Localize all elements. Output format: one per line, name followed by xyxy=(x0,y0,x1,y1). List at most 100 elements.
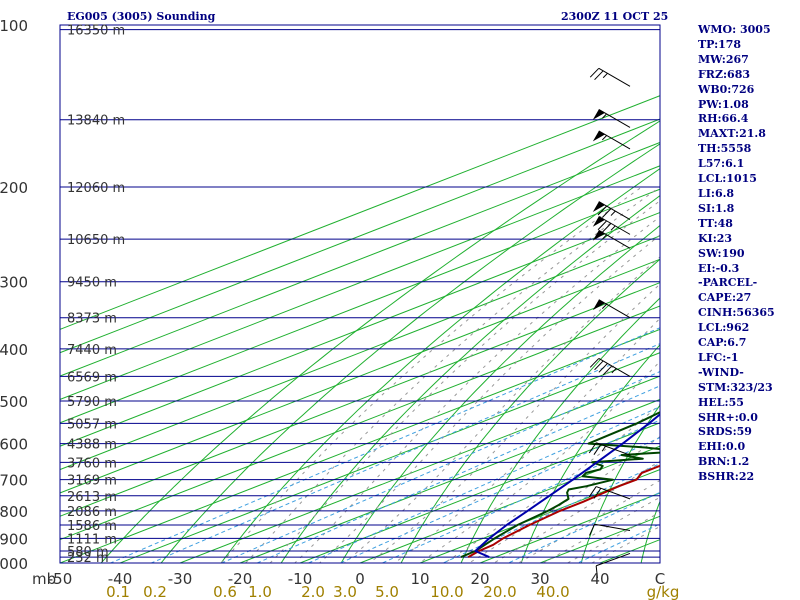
index-line: -PARCEL- xyxy=(698,276,758,290)
pressure-tick-label: 800 xyxy=(0,503,28,521)
mixing-ratio-label: 40.0 xyxy=(536,583,569,600)
wind-barb-half-flag xyxy=(601,113,607,119)
index-line: LCL:962 xyxy=(698,321,750,335)
height-label: 1111 m xyxy=(67,532,117,547)
wind-barb-pennant xyxy=(592,130,605,142)
height-label: 10650 m xyxy=(67,233,125,248)
wind-barb-flag xyxy=(602,365,613,376)
mixing-ratio-label: 3.0 xyxy=(333,583,357,600)
height-label: 2613 m xyxy=(67,490,117,505)
dry-adiabat-line xyxy=(640,500,660,563)
isotherm-line xyxy=(60,118,660,354)
isotherm-line xyxy=(60,282,660,517)
height-label: 2086 m xyxy=(67,505,117,520)
wind-barb-pennant xyxy=(592,299,605,311)
wind-barb-staff xyxy=(596,552,631,567)
wind-barb-staff xyxy=(598,357,631,377)
mixing-ratio-line xyxy=(220,371,660,563)
index-line: EHI:0.0 xyxy=(698,440,746,454)
wind-barb-staff xyxy=(594,523,631,531)
dewpoint-line xyxy=(460,411,660,559)
isotherm-line xyxy=(60,258,660,494)
wind-barb-staff xyxy=(596,442,631,456)
temperature-tick-label: 30 xyxy=(530,570,549,588)
wind-barb-flag xyxy=(597,220,607,231)
temperature-tick-label: 20 xyxy=(470,570,489,588)
wind-barb-half-flag xyxy=(601,445,606,452)
axis-labels: 100200300400500600700800900100016350 m13… xyxy=(0,17,679,600)
dry-adiabat-line xyxy=(580,404,660,563)
index-line: KI:23 xyxy=(698,231,733,245)
wind-barb-pennant xyxy=(592,109,605,120)
dry-adiabat-line xyxy=(520,343,660,563)
index-line: CINH:56365 xyxy=(698,306,775,320)
temperature-tick-label: C xyxy=(655,570,665,588)
mixing-ratio-label: 1.0 xyxy=(248,583,272,600)
mixing-ratio-label: 0.2 xyxy=(143,583,167,600)
wind-barb xyxy=(588,442,631,456)
pressure-tick-label: 100 xyxy=(0,17,28,35)
dry-adiabat-line xyxy=(220,168,660,563)
sounding-traces xyxy=(460,411,660,559)
mixing-ratio-label: 20.0 xyxy=(483,583,516,600)
index-line: HEL:55 xyxy=(698,395,744,409)
height-label: 13840 m xyxy=(67,114,125,129)
mixing-ratio-label: g/kg xyxy=(647,583,680,600)
height-label: 3760 m xyxy=(67,456,117,471)
chart-grid xyxy=(60,95,660,563)
wind-barb-flag xyxy=(598,363,608,373)
temperature-tick-label: -10 xyxy=(288,570,313,588)
wind-barb xyxy=(589,357,631,377)
index-line: WB0:726 xyxy=(698,82,755,96)
wind-barb xyxy=(592,215,631,235)
mixing-ratio-label: 5.0 xyxy=(375,583,399,600)
wind-barb xyxy=(592,299,631,319)
height-label: 8373 m xyxy=(67,312,117,327)
wind-barb-pennant xyxy=(592,201,605,213)
wind-barbs xyxy=(588,67,631,579)
wind-barb xyxy=(592,201,631,221)
temperature-tick-label: -50 xyxy=(48,570,73,588)
index-line: LI:6.8 xyxy=(698,186,735,200)
wind-barb-flag xyxy=(593,487,602,499)
height-label: 5057 m xyxy=(67,417,117,432)
isotherm-line xyxy=(60,188,660,424)
height-label: 1586 m xyxy=(67,519,117,534)
moist-adiabat-line xyxy=(492,460,660,563)
index-line: LFC:-1 xyxy=(698,350,739,364)
isotherm-line xyxy=(60,328,660,563)
index-line: SI:1.8 xyxy=(698,201,735,215)
index-line: CAP:6.7 xyxy=(698,336,747,350)
height-label: 12060 m xyxy=(67,181,125,196)
wind-barb-flag xyxy=(589,67,600,78)
wind-barb-flag xyxy=(589,524,596,536)
wind-barb xyxy=(592,108,631,128)
index-line: TP:178 xyxy=(698,37,742,51)
wind-barb-half-flag xyxy=(601,303,607,310)
index-line: TH:5558 xyxy=(698,142,752,156)
pressure-tick-label: 500 xyxy=(0,393,28,411)
wind-barb xyxy=(595,552,631,579)
index-line: -WIND- xyxy=(698,365,744,379)
index-line: TT:48 xyxy=(698,216,733,230)
dry-adiabat-line xyxy=(400,258,660,563)
wind-barb-half-flag xyxy=(610,225,616,231)
chart-timestamp: 2300Z 11 OCT 25 xyxy=(561,10,669,23)
index-line: MW:267 xyxy=(698,52,749,66)
wind-barb xyxy=(592,130,631,150)
pressure-tick-label: 300 xyxy=(0,274,28,292)
index-line: STM:323/23 xyxy=(698,380,773,394)
parcel-line xyxy=(474,413,660,559)
dry-adiabat-line xyxy=(340,224,660,563)
isotherm-line xyxy=(60,211,660,447)
wind-barb xyxy=(589,67,631,87)
mixing-ratio-label: 0.1 xyxy=(106,583,130,600)
pressure-tick-label: 600 xyxy=(0,436,28,454)
temperature-tick-label: 40 xyxy=(590,570,609,588)
dry-adiabat-line xyxy=(460,297,660,563)
wind-barb xyxy=(592,229,631,249)
wind-barb-half-flag xyxy=(601,234,607,240)
height-label: 7440 m xyxy=(67,343,117,358)
isotherm-line xyxy=(60,305,660,541)
